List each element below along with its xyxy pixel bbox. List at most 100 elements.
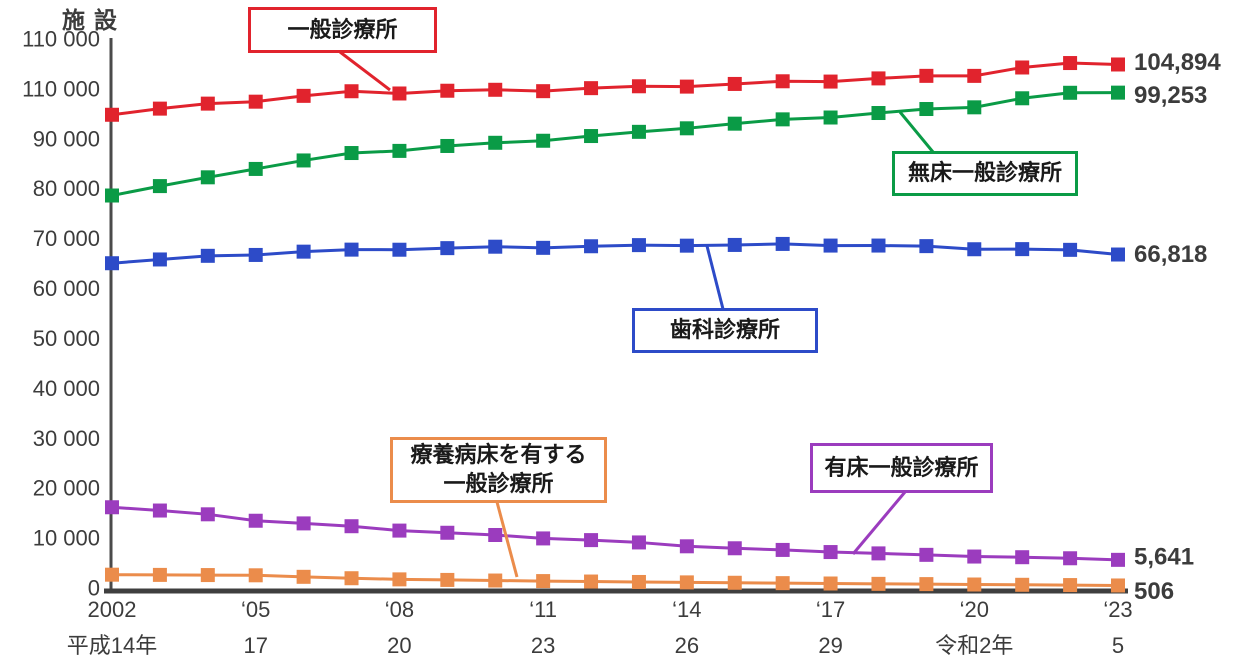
series-marker-3 [536, 531, 551, 546]
series-marker-3 [152, 503, 167, 518]
series-marker-4 [1063, 578, 1078, 593]
series-marker-3 [823, 545, 838, 560]
series-marker-4 [631, 574, 646, 589]
callout-clinics-with-beds-label: 有床一般診療所 [824, 454, 979, 480]
series-marker-3 [679, 539, 694, 554]
series-marker-4 [823, 576, 838, 591]
series-marker-1 [1015, 91, 1030, 106]
series-marker-0 [248, 94, 263, 109]
series-marker-2 [823, 238, 838, 253]
series-marker-0 [392, 86, 407, 101]
series-marker-2 [1063, 242, 1078, 257]
x-axis-year-label: ‘20 [960, 597, 989, 622]
series-marker-0 [584, 81, 599, 96]
series-marker-2 [248, 247, 263, 262]
series-marker-0 [440, 83, 455, 98]
series-marker-1 [584, 129, 599, 144]
y-axis-tick-label: 10 000 [33, 526, 100, 551]
series-marker-1 [1111, 85, 1125, 100]
series-marker-1 [775, 112, 790, 127]
series-end-value-label: 104,894 [1134, 49, 1221, 76]
series-marker-2 [727, 237, 742, 252]
series-marker-4 [679, 575, 694, 590]
y-axis-tick-label: 60 000 [33, 276, 100, 301]
series-marker-4 [919, 577, 934, 592]
series-marker-3 [775, 542, 790, 557]
series-marker-0 [679, 79, 694, 94]
series-end-value-label: 66,818 [1134, 241, 1207, 268]
series-marker-0 [967, 68, 982, 83]
y-axis-tick-label: 110 000 [22, 76, 100, 101]
series-marker-2 [1111, 247, 1125, 262]
x-axis-year-label: ‘17 [816, 597, 845, 622]
callout-dental-clinics: 歯科診療所 [632, 308, 818, 353]
series-marker-4 [105, 567, 119, 582]
series-marker-2 [200, 248, 215, 263]
series-marker-3 [1015, 550, 1030, 565]
y-axis-tick-label: 70 000 [33, 226, 100, 251]
series-marker-3 [1111, 552, 1125, 567]
x-axis-era-label: 29 [818, 633, 842, 658]
series-marker-3 [727, 541, 742, 556]
series-marker-1 [344, 146, 359, 161]
series-marker-2 [584, 239, 599, 254]
series-marker-4 [296, 569, 311, 584]
series-marker-2 [344, 242, 359, 257]
series-marker-3 [967, 549, 982, 564]
series-line-4 [111, 573, 1119, 587]
series-marker-1 [248, 161, 263, 176]
series-marker-2 [967, 242, 982, 257]
series-marker-3 [1063, 551, 1078, 566]
y-axis-tick-label: 0 [88, 576, 100, 601]
series-line-1 [111, 91, 1119, 197]
callout-clinics-with-beds: 有床一般診療所 [810, 443, 993, 493]
callout-clinics-with-longterm-care-beds: 療養病床を有する 一般診療所 [390, 437, 607, 503]
x-axis-era-label: 17 [243, 633, 267, 658]
callout-leader-line-2 [705, 245, 725, 310]
series-marker-1 [392, 143, 407, 158]
series-marker-1 [823, 110, 838, 125]
x-axis-year-label: ‘08 [385, 597, 414, 622]
series-marker-4 [488, 573, 503, 588]
x-axis-year-label: 2002 [88, 597, 137, 622]
series-marker-1 [296, 153, 311, 168]
series-marker-2 [392, 242, 407, 257]
series-marker-0 [1063, 56, 1078, 71]
series-end-value-label: 99,253 [1134, 82, 1207, 109]
series-marker-0 [105, 107, 119, 122]
series-marker-4 [344, 571, 359, 586]
series-marker-3 [344, 519, 359, 534]
y-axis-tick-label: 110 000 [22, 27, 100, 52]
series-marker-2 [152, 252, 167, 267]
series-marker-4 [775, 576, 790, 591]
series-marker-3 [631, 535, 646, 550]
series-marker-2 [775, 236, 790, 251]
series-marker-0 [344, 84, 359, 99]
x-axis-era-label: 26 [675, 633, 699, 658]
series-marker-2 [919, 239, 934, 254]
x-axis-year-label: ‘11 [529, 597, 557, 622]
x-axis-era-label: 令和2年 [935, 633, 1013, 658]
series-marker-4 [584, 574, 599, 589]
series-marker-2 [679, 238, 694, 253]
series-line-0 [111, 61, 1119, 117]
callout-clinics-without-beds: 無床一般診療所 [892, 151, 1078, 196]
series-marker-4 [967, 577, 982, 592]
y-axis-tick-label: 90 000 [33, 126, 100, 151]
series-marker-1 [967, 100, 982, 115]
series-marker-3 [584, 533, 599, 548]
series-marker-0 [152, 101, 167, 116]
series-marker-0 [871, 71, 886, 86]
series-marker-3 [200, 507, 215, 522]
series-marker-3 [105, 500, 119, 515]
callout-clinics-with-longterm-care-beds-label: 療養病床を有する 一般診療所 [410, 442, 587, 496]
x-axis-year-label: ‘14 [672, 597, 701, 622]
series-marker-4 [1015, 577, 1030, 592]
x-axis-era-label: 20 [387, 633, 411, 658]
series-marker-0 [727, 76, 742, 91]
series-marker-2 [536, 240, 551, 255]
x-axis-year-label: ‘05 [241, 597, 270, 622]
series-marker-0 [823, 74, 838, 89]
series-marker-4 [1111, 578, 1125, 593]
